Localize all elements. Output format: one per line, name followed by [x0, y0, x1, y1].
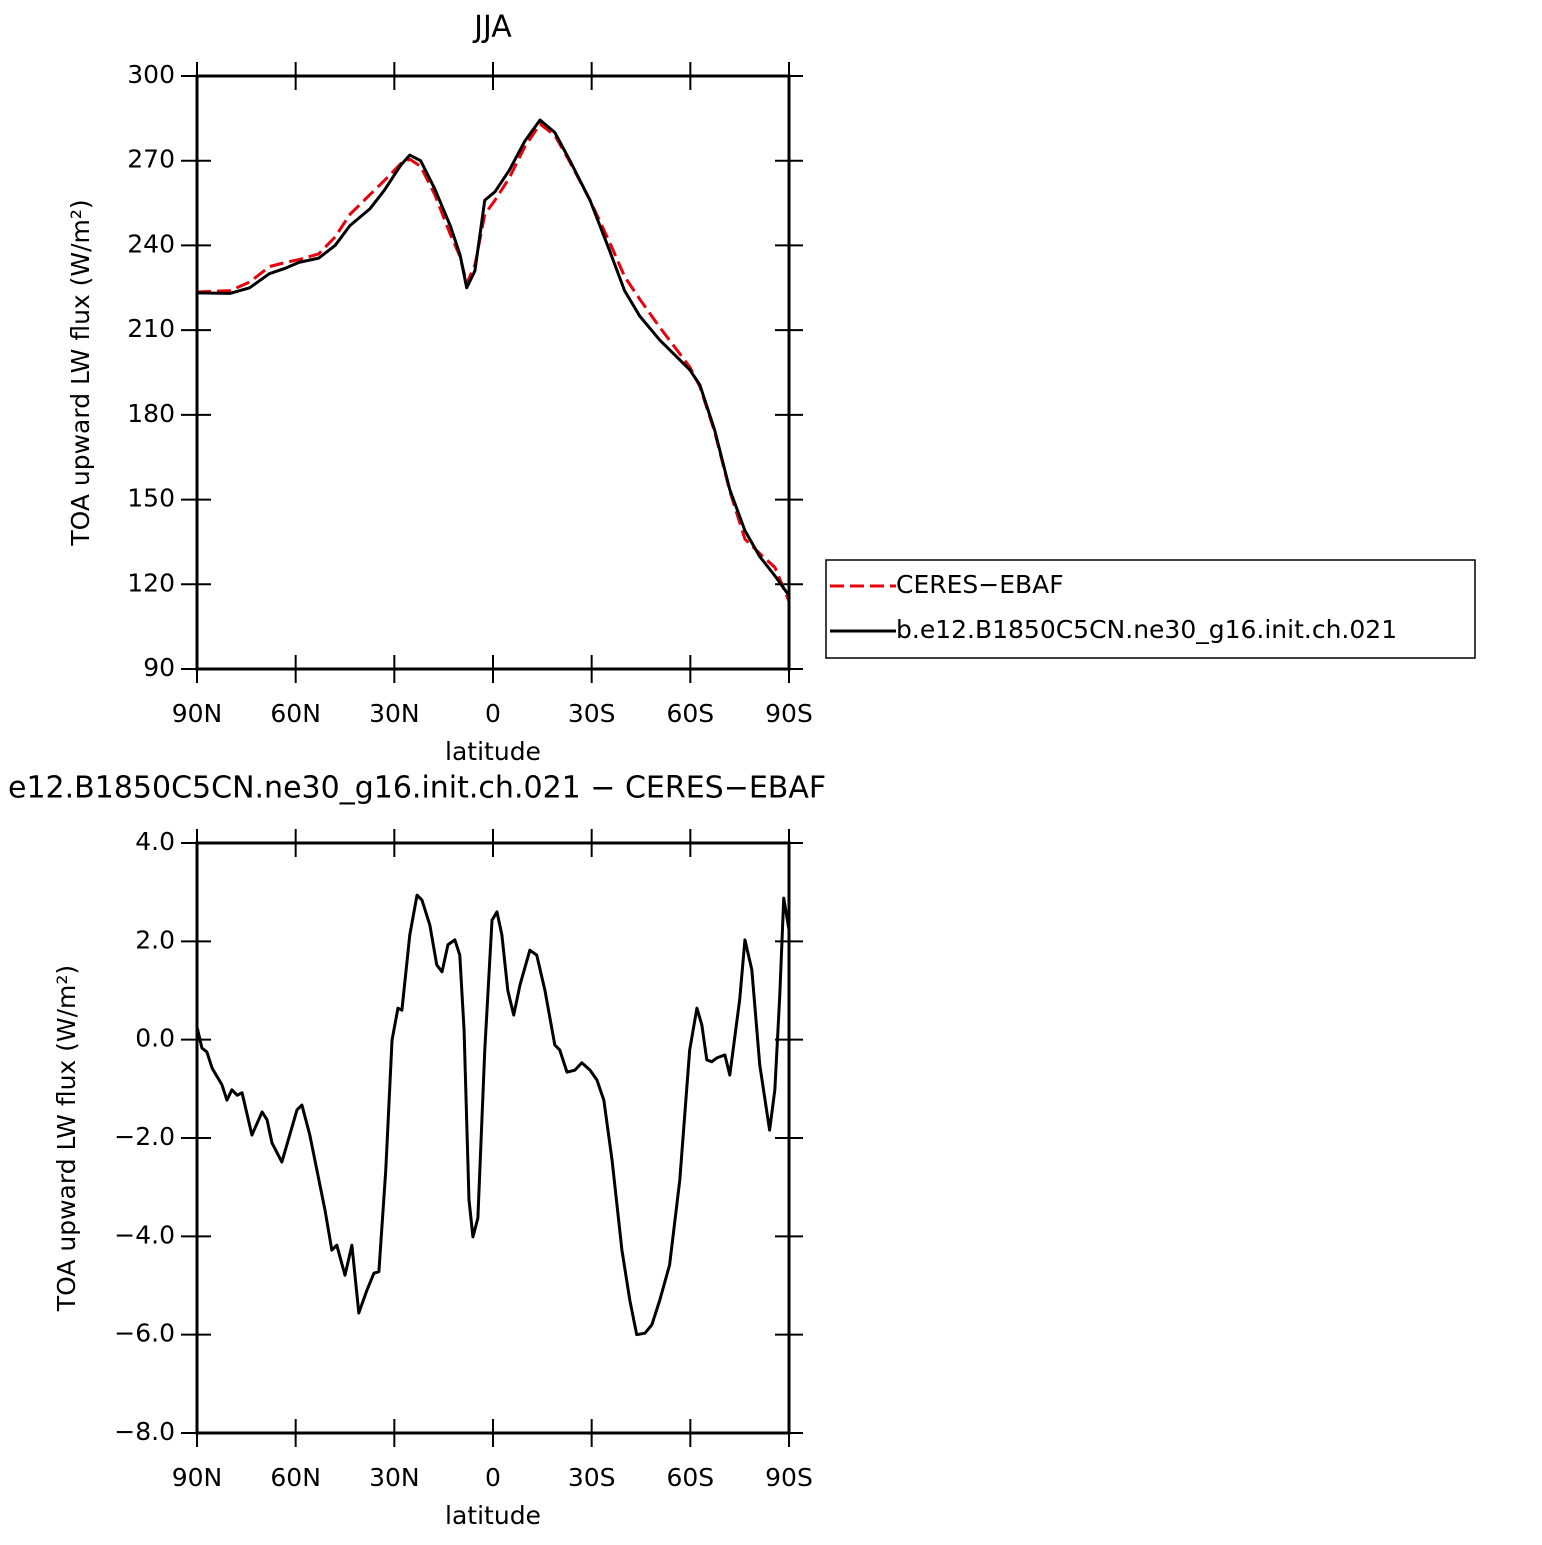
- x-tick-label: 90N: [172, 699, 223, 728]
- data-line: [195, 893, 791, 1337]
- y-tick-label: −8.0: [114, 1417, 175, 1446]
- plot-frame: [195, 74, 791, 671]
- x-tick-label: 90S: [765, 1463, 813, 1492]
- legend-box: [825, 559, 1476, 659]
- x-tick-label: 30S: [568, 699, 616, 728]
- x-tick-label: 30N: [369, 699, 420, 728]
- x-tick-label: 60N: [270, 1463, 321, 1492]
- x-tick-label: 60S: [666, 699, 714, 728]
- legend-label: CERES−EBAF: [896, 570, 1064, 599]
- x-tick-label: 90S: [765, 699, 813, 728]
- x-tick-label: 30S: [568, 1463, 616, 1492]
- x-axis-label: latitude: [445, 1501, 541, 1530]
- y-axis-label: TOA upward LW flux (W/m²): [66, 199, 95, 546]
- x-tick-label: 60N: [270, 699, 321, 728]
- x-tick-label: 0: [485, 1463, 501, 1492]
- y-tick-label: −2.0: [114, 1122, 175, 1151]
- y-tick-label: 300: [127, 60, 175, 89]
- y-axis-label: TOA upward LW flux (W/m²): [52, 965, 81, 1312]
- legend-label: b.e12.B1850C5CN.ne30_g16.init.ch.021: [896, 615, 1397, 644]
- y-tick-label: 210: [127, 314, 175, 343]
- data-line: [196, 118, 791, 597]
- x-tick-label: 30N: [369, 1463, 420, 1492]
- x-tick-label: 90N: [172, 1463, 223, 1492]
- x-tick-label: 60S: [666, 1463, 714, 1492]
- x-axis-label: latitude: [445, 737, 541, 766]
- x-tick-label: 0: [485, 699, 501, 728]
- y-tick-label: 4.0: [135, 827, 175, 856]
- data-line: [196, 122, 791, 602]
- y-tick-label: 240: [127, 229, 175, 258]
- y-tick-label: 0.0: [135, 1024, 175, 1053]
- y-tick-label: 2.0: [135, 925, 175, 954]
- y-tick-label: 120: [127, 568, 175, 597]
- y-tick-label: 90: [143, 653, 175, 682]
- chart-title: e12.B1850C5CN.ne30_g16.init.ch.021 − CER…: [8, 771, 826, 806]
- chart-title: JJA: [472, 10, 512, 45]
- plot-frame: [195, 841, 791, 1435]
- y-tick-label: −4.0: [114, 1220, 175, 1249]
- y-tick-label: 270: [127, 145, 175, 174]
- y-tick-label: 180: [127, 399, 175, 428]
- y-tick-label: −6.0: [114, 1319, 175, 1348]
- y-tick-label: 150: [127, 484, 175, 513]
